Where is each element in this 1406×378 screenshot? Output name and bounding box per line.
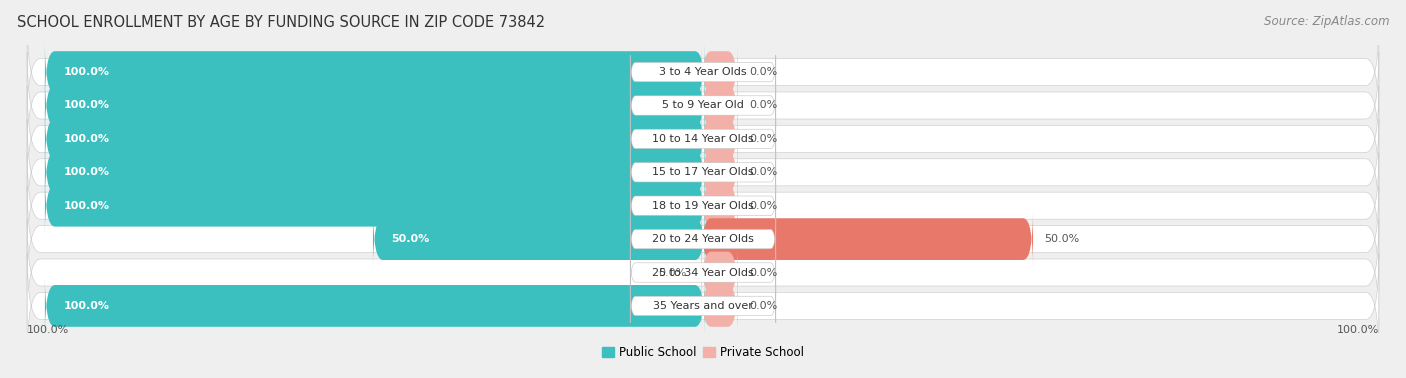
Legend: Public School, Private School: Public School, Private School xyxy=(598,342,808,364)
Text: 50.0%: 50.0% xyxy=(1045,234,1080,244)
FancyBboxPatch shape xyxy=(27,219,1379,326)
FancyBboxPatch shape xyxy=(702,43,738,101)
Text: 100.0%: 100.0% xyxy=(63,167,110,177)
Text: 100.0%: 100.0% xyxy=(63,67,110,77)
FancyBboxPatch shape xyxy=(45,43,704,101)
FancyBboxPatch shape xyxy=(45,277,704,335)
Text: 20 to 24 Year Olds: 20 to 24 Year Olds xyxy=(652,234,754,244)
FancyBboxPatch shape xyxy=(702,143,738,201)
FancyBboxPatch shape xyxy=(702,177,738,235)
Text: 0.0%: 0.0% xyxy=(749,201,778,211)
FancyBboxPatch shape xyxy=(45,143,704,201)
Text: 100.0%: 100.0% xyxy=(63,201,110,211)
Text: 0.0%: 0.0% xyxy=(658,268,686,277)
FancyBboxPatch shape xyxy=(702,243,738,302)
Text: 15 to 17 Year Olds: 15 to 17 Year Olds xyxy=(652,167,754,177)
Text: 35 Years and over: 35 Years and over xyxy=(652,301,754,311)
FancyBboxPatch shape xyxy=(630,289,776,323)
FancyBboxPatch shape xyxy=(45,110,704,168)
FancyBboxPatch shape xyxy=(27,52,1379,159)
Text: Source: ZipAtlas.com: Source: ZipAtlas.com xyxy=(1264,15,1389,28)
FancyBboxPatch shape xyxy=(702,277,738,335)
FancyBboxPatch shape xyxy=(630,256,776,290)
Text: 18 to 19 Year Olds: 18 to 19 Year Olds xyxy=(652,201,754,211)
Text: 0.0%: 0.0% xyxy=(749,301,778,311)
Text: 0.0%: 0.0% xyxy=(749,134,778,144)
FancyBboxPatch shape xyxy=(630,55,776,89)
FancyBboxPatch shape xyxy=(630,122,776,156)
FancyBboxPatch shape xyxy=(702,210,1033,268)
FancyBboxPatch shape xyxy=(373,210,704,268)
FancyBboxPatch shape xyxy=(630,222,776,256)
Text: 3 to 4 Year Olds: 3 to 4 Year Olds xyxy=(659,67,747,77)
FancyBboxPatch shape xyxy=(702,110,738,168)
FancyBboxPatch shape xyxy=(45,177,704,235)
Text: 100.0%: 100.0% xyxy=(63,301,110,311)
FancyBboxPatch shape xyxy=(27,186,1379,293)
FancyBboxPatch shape xyxy=(27,253,1379,359)
FancyBboxPatch shape xyxy=(630,155,776,189)
Text: 25 to 34 Year Olds: 25 to 34 Year Olds xyxy=(652,268,754,277)
Text: 100.0%: 100.0% xyxy=(1337,325,1379,335)
Text: 0.0%: 0.0% xyxy=(749,101,778,110)
Text: 50.0%: 50.0% xyxy=(391,234,430,244)
FancyBboxPatch shape xyxy=(45,76,704,135)
FancyBboxPatch shape xyxy=(27,152,1379,259)
FancyBboxPatch shape xyxy=(630,88,776,122)
Text: 0.0%: 0.0% xyxy=(749,67,778,77)
FancyBboxPatch shape xyxy=(27,19,1379,125)
Text: 5 to 9 Year Old: 5 to 9 Year Old xyxy=(662,101,744,110)
Text: 10 to 14 Year Olds: 10 to 14 Year Olds xyxy=(652,134,754,144)
Text: SCHOOL ENROLLMENT BY AGE BY FUNDING SOURCE IN ZIP CODE 73842: SCHOOL ENROLLMENT BY AGE BY FUNDING SOUR… xyxy=(17,15,546,30)
Text: 100.0%: 100.0% xyxy=(63,101,110,110)
FancyBboxPatch shape xyxy=(27,119,1379,226)
Text: 100.0%: 100.0% xyxy=(27,325,69,335)
Text: 100.0%: 100.0% xyxy=(63,134,110,144)
Text: 0.0%: 0.0% xyxy=(749,268,778,277)
Text: 0.0%: 0.0% xyxy=(749,167,778,177)
FancyBboxPatch shape xyxy=(702,76,738,135)
FancyBboxPatch shape xyxy=(27,85,1379,192)
FancyBboxPatch shape xyxy=(630,189,776,223)
